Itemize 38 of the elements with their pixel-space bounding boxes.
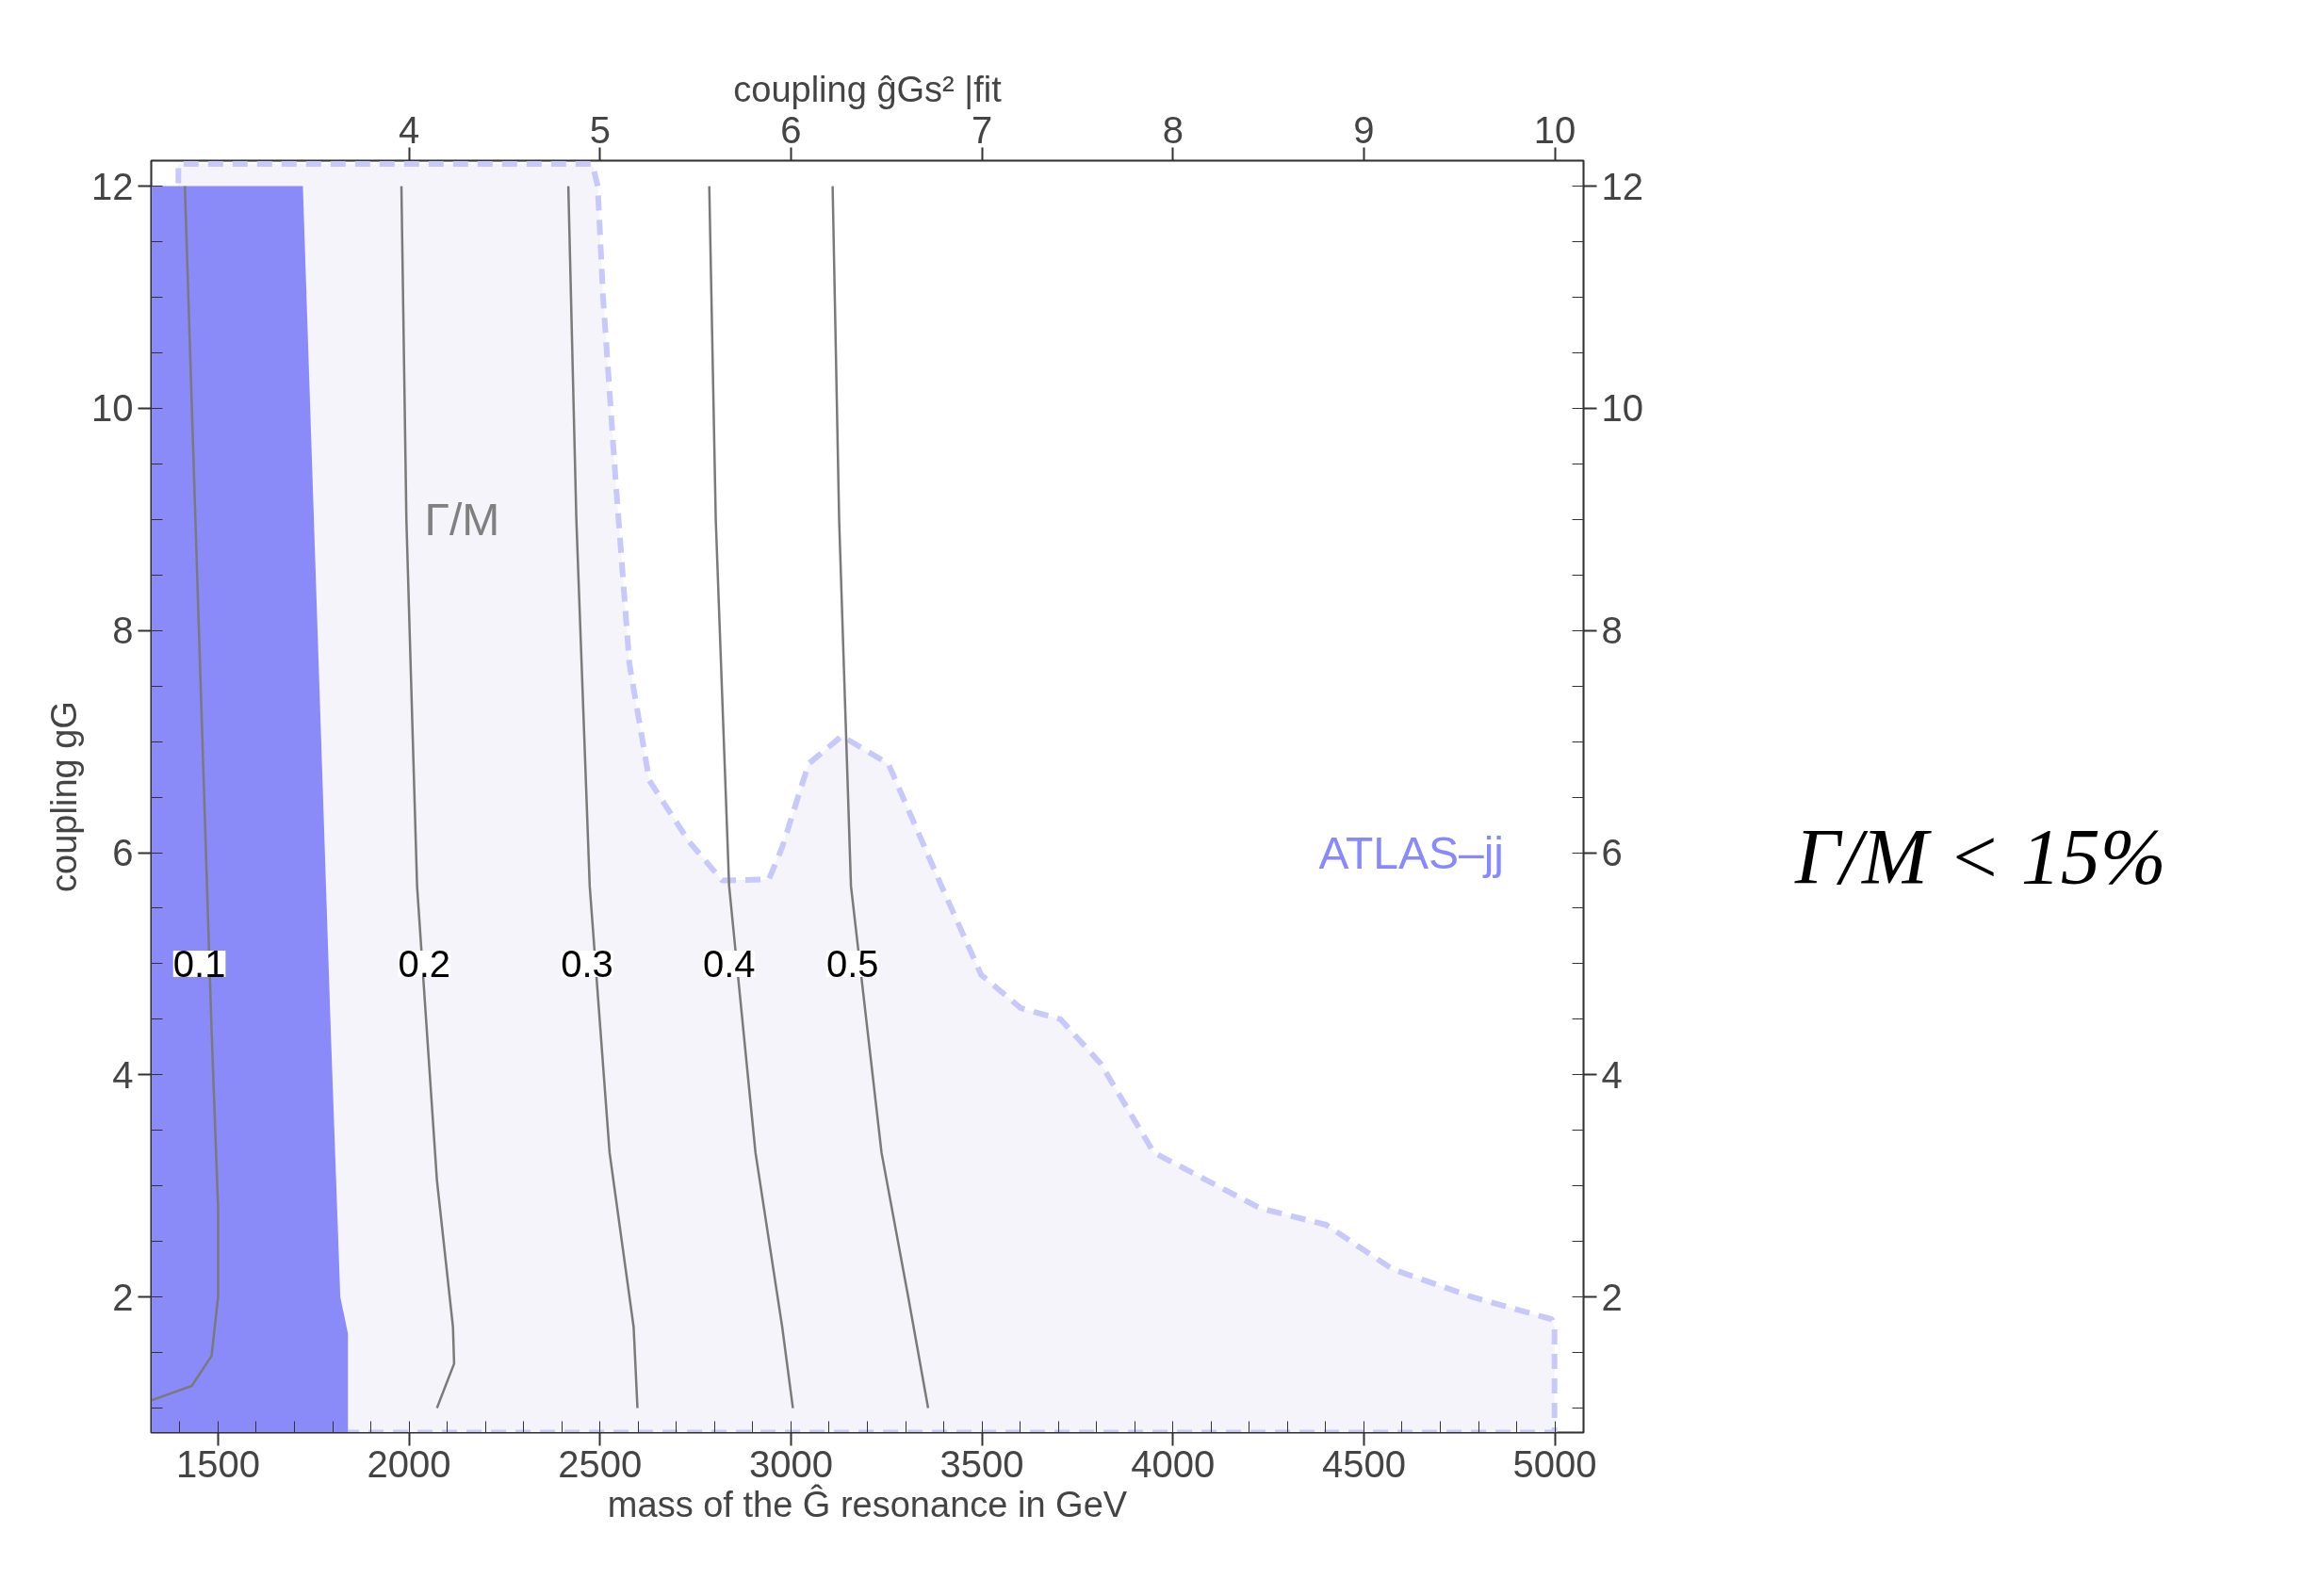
x-tick-label: 3500: [939, 1442, 1024, 1485]
y2-tick-label: 8: [1601, 610, 1623, 652]
x-tick-label: 3000: [748, 1442, 833, 1485]
x-tick-label: 5000: [1512, 1442, 1597, 1485]
y2-tick-label: 10: [1601, 387, 1643, 430]
x-tick-label: 2000: [367, 1442, 451, 1485]
y-tick-label: 10: [91, 387, 134, 430]
x-axis-title: mass of the Ĝ resonance in GeV: [607, 1483, 1128, 1524]
annotation: 0.5: [825, 942, 879, 985]
text: Γ/M < 15%: [1795, 812, 2166, 903]
y-tick-label: 2: [112, 1276, 134, 1318]
y2-tick-label: 4: [1601, 1053, 1623, 1096]
annotation: ATLAS–jj: [1318, 827, 1504, 878]
y-axis-title: coupling gG: [44, 701, 85, 892]
x2-tick-label: 6: [780, 108, 802, 151]
x2-tick-label: 4: [398, 108, 420, 151]
x-tick-label: 2500: [558, 1442, 643, 1485]
x2-axis-title: coupling ĝGs² |fit: [733, 69, 1003, 109]
x2-tick-label: 5: [589, 108, 611, 151]
annotation: 0.2: [398, 942, 451, 985]
x-tick-label: 4500: [1321, 1442, 1406, 1485]
x2-tick-label: 7: [971, 108, 993, 151]
y-tick-label: 12: [91, 165, 134, 207]
x2-tick-label: 10: [1533, 108, 1576, 151]
x2-tick-label: 8: [1162, 108, 1184, 151]
annotation: Γ/M: [424, 494, 500, 545]
annotation: 0.4: [702, 942, 756, 985]
x-tick-label: 1500: [175, 1442, 260, 1485]
y-tick-label: 6: [112, 832, 134, 874]
x-tick-label: 4000: [1131, 1442, 1216, 1485]
y-tick-label: 8: [112, 610, 134, 652]
annotation: 0.3: [561, 942, 613, 985]
x2-tick-label: 9: [1353, 108, 1375, 151]
y2-tick-label: 2: [1601, 1276, 1623, 1318]
y2-tick-label: 6: [1601, 832, 1623, 874]
y-tick-label: 4: [112, 1053, 134, 1096]
annotation: 0.1: [172, 942, 226, 985]
y2-tick-label: 12: [1601, 165, 1643, 207]
